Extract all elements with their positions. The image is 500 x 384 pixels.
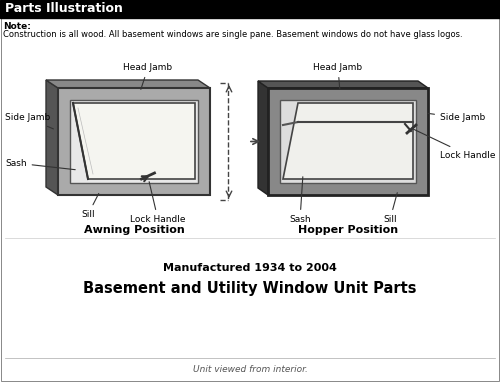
Text: Sill: Sill — [81, 194, 98, 219]
Text: Side Jamb: Side Jamb — [5, 114, 54, 129]
Bar — [70, 100, 198, 183]
Bar — [280, 100, 416, 183]
Text: Parts Illustration: Parts Illustration — [5, 3, 123, 15]
Text: Construction is all wood. All basement windows are single pane. Basement windows: Construction is all wood. All basement w… — [3, 30, 462, 39]
Text: Note:: Note: — [3, 22, 31, 31]
Bar — [268, 88, 428, 195]
Text: Head Jamb: Head Jamb — [314, 63, 362, 89]
Text: Head Jamb: Head Jamb — [124, 63, 172, 89]
Polygon shape — [258, 81, 428, 88]
Bar — [0, 0, 500, 18]
Bar — [58, 88, 210, 195]
Polygon shape — [73, 103, 195, 179]
Polygon shape — [46, 80, 58, 195]
Text: Sash: Sash — [289, 177, 311, 224]
Text: Lock Handle: Lock Handle — [130, 182, 186, 224]
Bar — [58, 88, 210, 195]
Text: Sash: Sash — [5, 159, 75, 170]
Polygon shape — [258, 81, 268, 195]
Bar — [70, 100, 198, 183]
Text: Side Jamb: Side Jamb — [428, 113, 485, 122]
Text: Lock Handle: Lock Handle — [414, 129, 496, 159]
Text: Manufactured 1934 to 2004: Manufactured 1934 to 2004 — [163, 263, 337, 273]
Text: Awning Position: Awning Position — [84, 225, 184, 235]
Polygon shape — [46, 80, 210, 88]
Text: Unit viewed from interior.: Unit viewed from interior. — [192, 366, 308, 374]
Bar — [268, 88, 428, 195]
Polygon shape — [283, 103, 413, 179]
Bar — [280, 100, 416, 183]
Text: Sill: Sill — [383, 193, 398, 224]
Text: Hopper Position: Hopper Position — [298, 225, 398, 235]
Text: Basement and Utility Window Unit Parts: Basement and Utility Window Unit Parts — [83, 280, 417, 296]
